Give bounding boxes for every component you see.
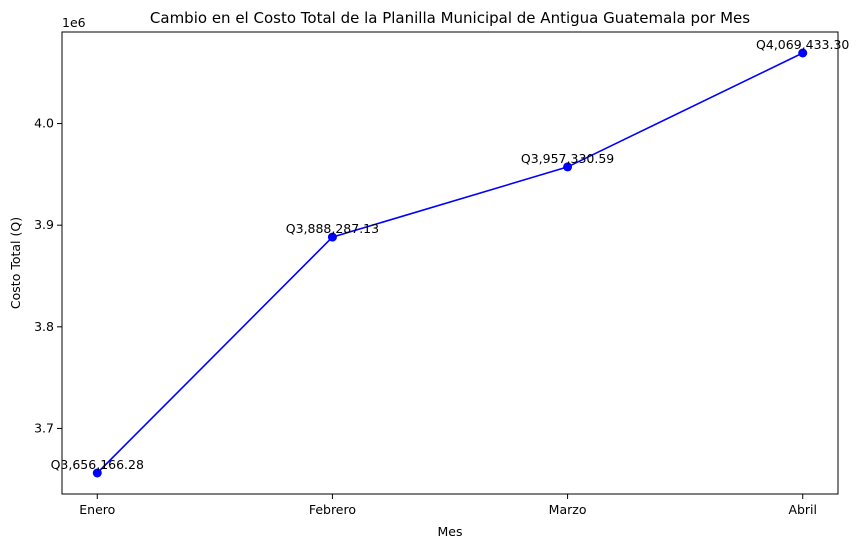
y-offset-text: 1e6 xyxy=(62,15,86,30)
x-tick-label: Enero xyxy=(79,502,115,517)
data-label: Q3,957,330.59 xyxy=(521,151,614,166)
x-axis-label: Mes xyxy=(438,524,463,539)
y-axis-label: Costo Total (Q) xyxy=(8,217,23,309)
marker xyxy=(563,162,573,172)
plot-frame xyxy=(61,31,839,495)
x-tick-label: Abril xyxy=(788,502,817,517)
y-tick-label: 3.8 xyxy=(34,319,54,334)
data-label: Q3,656,166.28 xyxy=(51,457,144,472)
y-tick-label: 4.0 xyxy=(34,116,54,131)
x-tick-label: Marzo xyxy=(549,502,587,517)
x-tick-label: Febrero xyxy=(309,502,356,517)
marker xyxy=(798,48,808,58)
y-tick-label: 3.7 xyxy=(34,420,54,435)
line xyxy=(96,52,804,474)
marker xyxy=(327,232,337,242)
data-label: Q3,888,287.13 xyxy=(286,221,379,236)
y-tick-label: 3.9 xyxy=(34,217,54,232)
data-label: Q4,069,433.30 xyxy=(756,37,849,52)
marker xyxy=(92,468,102,478)
chart-title: Cambio en el Costo Total de la Planilla … xyxy=(150,9,750,27)
